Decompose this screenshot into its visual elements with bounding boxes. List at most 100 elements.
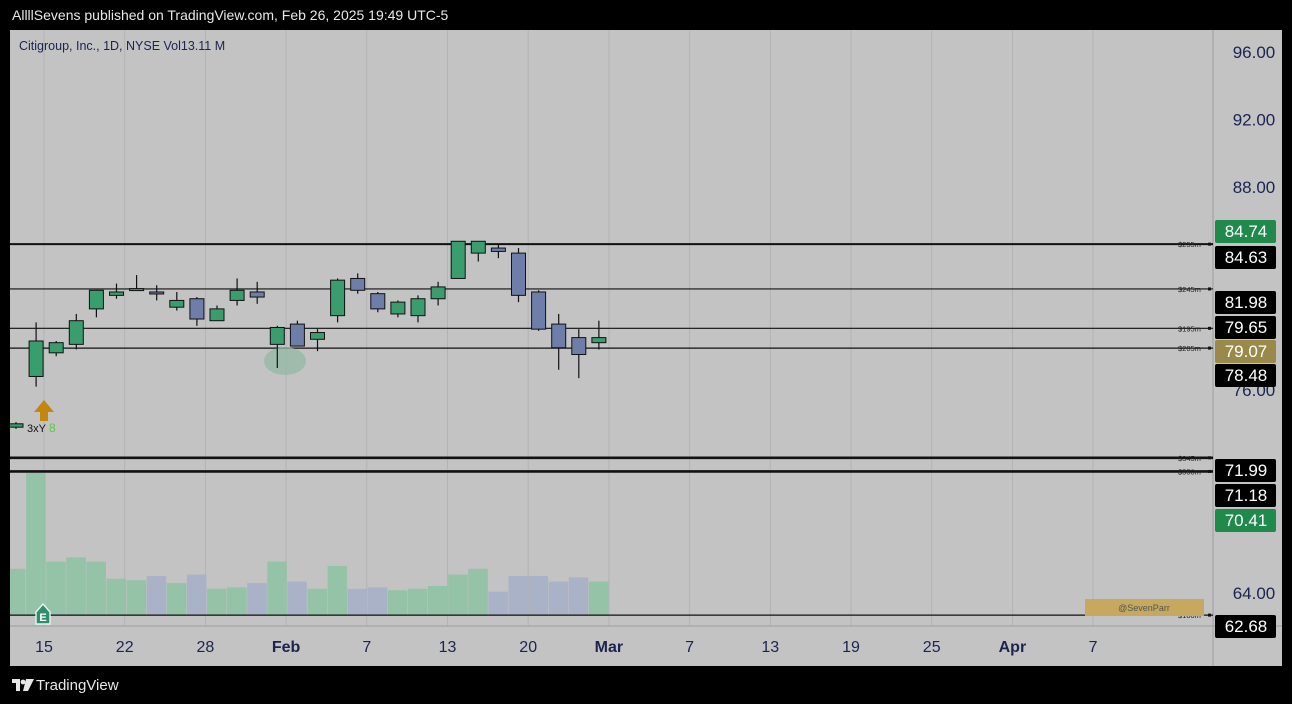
price-tag: 71.18 [1225, 486, 1268, 505]
date-axis-label: Feb [272, 639, 301, 656]
candle [430, 281, 446, 306]
candle-body [310, 332, 325, 340]
level-tick-marker [1208, 469, 1211, 473]
date-axis[interactable]: 15 22 28 Feb 7 13 20 Mar 7 13 19 25 Apr 7 [35, 639, 1098, 656]
candle [551, 313, 567, 370]
candle [209, 305, 225, 322]
candle [511, 248, 526, 303]
volume-bar [267, 561, 287, 616]
chart-frame[interactable]: $255m$245m$195m$205m$345m$550m$180m 3xY … [6, 30, 1282, 666]
symbol-legend[interactable]: Citigroup, Inc., 1D, NYSE Vol13.11 M [19, 39, 225, 53]
candle-body [450, 240, 466, 279]
volume-bar [146, 575, 167, 616]
candles[interactable] [8, 240, 607, 429]
candle [129, 275, 145, 292]
volume-bar [6, 568, 26, 616]
price-tag-bg [1215, 246, 1276, 269]
candle [410, 295, 426, 323]
price-tag: 79.65 [1225, 318, 1268, 337]
candle [169, 291, 185, 311]
candle [109, 283, 124, 299]
price-tag-bg [1215, 340, 1276, 363]
candle-body [28, 340, 44, 377]
date-axis-label: 15 [35, 639, 53, 656]
candle-body [88, 289, 104, 310]
candle [48, 340, 64, 357]
volume-bar [408, 588, 428, 616]
candle-body [229, 289, 245, 301]
date-axis-label: 28 [197, 639, 215, 656]
level-label: $195m [1178, 324, 1201, 333]
earnings-icon[interactable]: E [35, 602, 51, 625]
volume-bar [186, 574, 207, 616]
candle-body [189, 298, 205, 320]
publish-header: AllllSevens published on TradingView.com… [0, 0, 1292, 30]
candle [269, 325, 285, 369]
candle-body [370, 293, 386, 310]
price-tag-bg [1215, 509, 1276, 532]
candle-body [430, 286, 446, 300]
candle-body [109, 291, 124, 296]
candle [289, 320, 305, 347]
price-tag: 84.63 [1225, 248, 1268, 267]
horizontal-levels[interactable]: $255m$245m$195m$205m$345m$550m$180m [10, 240, 1213, 620]
level-tick-marker [1208, 326, 1211, 330]
date-axis-label: 13 [761, 639, 779, 656]
price-tag-bg [1215, 316, 1276, 339]
volume-bar [287, 581, 307, 616]
tradingview-logo-icon [12, 679, 34, 691]
volume-bar [327, 565, 348, 616]
candle [68, 313, 84, 350]
candle-body [350, 277, 366, 291]
candle [8, 422, 24, 429]
volume-bar [106, 578, 126, 616]
footer: TradingView [0, 668, 1292, 704]
date-axis-label: 25 [923, 639, 941, 656]
date-axis-label: 7 [362, 639, 371, 656]
price-tag-bg [1215, 364, 1276, 387]
candle-body [149, 291, 165, 295]
level-label: $245m [1178, 285, 1201, 294]
candle-body [490, 247, 506, 252]
earnings-letter: E [39, 612, 46, 624]
volume-bar [588, 581, 609, 616]
candle-body [511, 252, 526, 296]
price-axis-label: 64.00 [1233, 584, 1276, 603]
candle-body [330, 279, 346, 317]
volume-bar [126, 580, 147, 616]
candle [490, 244, 506, 259]
date-axis-label: 20 [519, 639, 537, 656]
price-axis-label: 88.00 [1233, 178, 1276, 197]
volume-bar [307, 588, 327, 616]
volume-bar [387, 590, 408, 616]
footer-brand: TradingView [36, 677, 119, 694]
date-axis-label: 13 [439, 639, 457, 656]
volume-bar [26, 473, 46, 616]
price-axis-label: 96.00 [1233, 43, 1276, 62]
volume-bars [6, 473, 609, 616]
candlestick-chart[interactable]: $255m$245m$195m$205m$345m$550m$180m 3xY … [6, 30, 1282, 666]
date-axis-label: 7 [685, 639, 694, 656]
candle-body [129, 288, 145, 292]
candle-body [269, 326, 285, 345]
level-tick-marker [1208, 346, 1211, 350]
price-tag-bg [1215, 220, 1276, 243]
candle [149, 285, 165, 301]
level-label: $550m [1178, 467, 1201, 476]
candle [450, 240, 466, 279]
candle-body [68, 320, 84, 345]
publish-line: AllllSevens published on TradingView.com… [12, 7, 449, 23]
price-tag: 84.74 [1225, 222, 1268, 241]
candle-body [48, 342, 64, 354]
volume-bar [66, 557, 86, 616]
candle [370, 291, 386, 313]
candle [591, 320, 607, 350]
price-tag: 71.99 [1225, 461, 1268, 480]
level-tick-marker [1208, 613, 1211, 617]
volume-bar [367, 587, 388, 616]
date-axis-label: 19 [842, 639, 860, 656]
volume-bar [428, 585, 448, 616]
candle [350, 273, 366, 294]
candle-body [249, 291, 265, 298]
candle-body [209, 308, 225, 322]
